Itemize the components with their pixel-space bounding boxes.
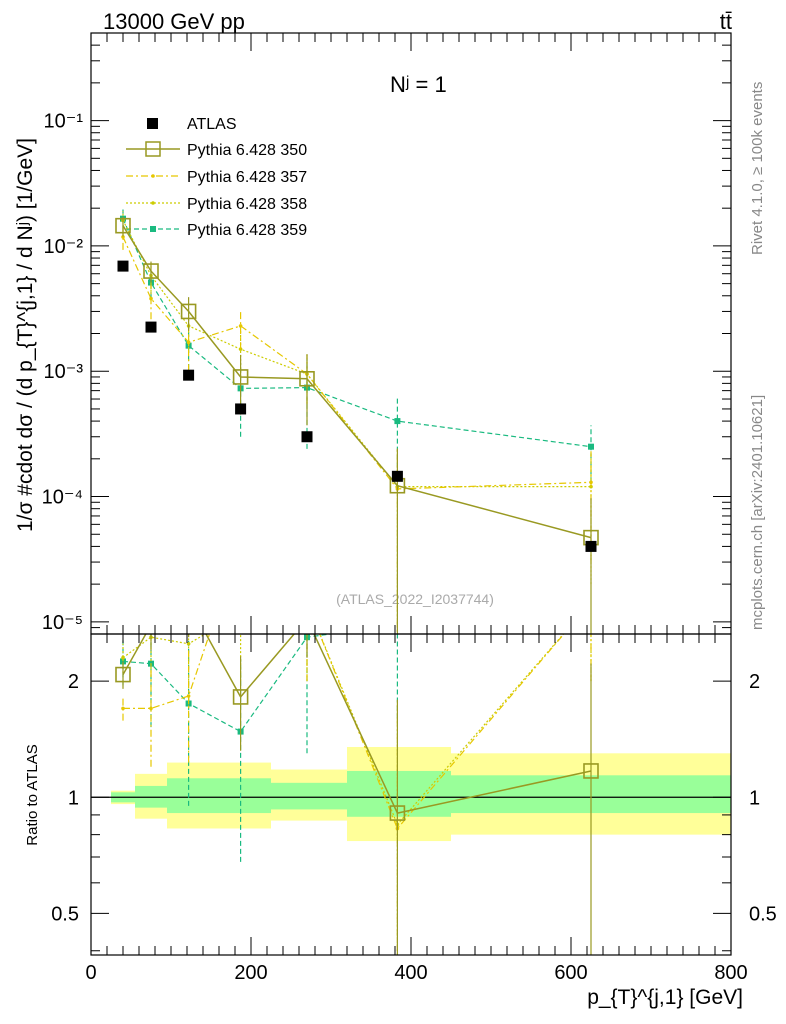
- main-y-tick-label: 10⁻⁵: [42, 612, 83, 634]
- ratio-y-tick-label: 0.5: [51, 903, 79, 925]
- atlas-data-point: [585, 540, 597, 552]
- atlas-data-point: [145, 321, 157, 333]
- series-357-line: [122, 236, 592, 490]
- main-y-tick-label: 10⁻⁴: [42, 487, 83, 509]
- legend-label-350: Pythia 6.428 350: [187, 142, 307, 159]
- x-tick-label: 600: [554, 962, 587, 984]
- ratio-series-357-point: [186, 694, 191, 698]
- ratio-series-357-point: [305, 601, 309, 605]
- ratio-series-358-point: [305, 601, 309, 605]
- main-y-tick-label: 10⁻²: [44, 236, 84, 258]
- ratio-y-axis-title: Ratio to ATLAS: [24, 744, 41, 845]
- series-357-point: [149, 296, 153, 301]
- ratio-series-350-point: [300, 612, 314, 626]
- ratio-y-tick-label: 1: [68, 787, 79, 809]
- ratio-y-tick-label-right: 0.5: [749, 903, 777, 925]
- atlas-data-point: [117, 260, 129, 272]
- uncertainty-band-green: [271, 782, 347, 810]
- series-350-line: [122, 225, 592, 539]
- legend-label-359: Pythia 6.428 359: [187, 222, 307, 239]
- x-tick-label: 400: [394, 962, 427, 984]
- legend-marker-358: [151, 201, 155, 205]
- legend-atlas-marker: [147, 118, 158, 129]
- uncertainty-band-green: [347, 770, 451, 817]
- ratio-y-tick-label-right: 1: [749, 787, 760, 809]
- series-357-point: [121, 235, 125, 239]
- legend-marker-357: [151, 174, 155, 178]
- ratio-series-358-point: [121, 655, 125, 660]
- ratio-series-358-point: [239, 611, 243, 615]
- main-panel-content: [115, 209, 599, 634]
- ratio-series-350-point: [232, 689, 249, 705]
- ratio-series-350-point: [583, 763, 599, 779]
- series-359-point: [588, 443, 594, 450]
- atlas-data-point: [301, 431, 313, 443]
- uncertainty-band-green: [167, 778, 271, 814]
- series-357-point: [238, 324, 243, 328]
- series-350-point: [299, 371, 315, 387]
- ratio-series-357-point: [121, 706, 125, 711]
- rivet-version-label: Rivet 4.1.0, ≥ 100k events: [749, 82, 766, 255]
- legend-marker-359: [150, 226, 156, 232]
- x-tick-label: 0: [85, 962, 96, 984]
- header-energy-label: 13000 GeV pp: [103, 9, 245, 34]
- jet-multiplicity-label: Nʲ = 1: [390, 72, 447, 97]
- mcplots-credit-label: mcplots.cern.ch [arXiv:2401.10621]: [749, 395, 766, 630]
- series-359-point: [394, 418, 401, 425]
- ratio-series-350-point: [115, 666, 131, 683]
- series-350-point: [143, 263, 159, 279]
- ratio-y-tick-label-right: 2: [749, 671, 760, 693]
- series-350-point: [180, 303, 197, 320]
- legend-label-atlas: ATLAS: [187, 116, 237, 133]
- x-tick-label: 800: [714, 962, 747, 984]
- analysis-id-watermark: (ATLAS_2022_I2037744): [336, 591, 494, 607]
- legend-label-357: Pythia 6.428 357: [187, 169, 307, 186]
- main-y-tick-label: 10⁻³: [44, 361, 84, 383]
- legend-label-358: Pythia 6.428 358: [187, 196, 307, 213]
- main-y-axis-title: 1/σ #cdot dσ / (d p_{T}^{j,1} / d Nʲ) [1…: [14, 138, 37, 532]
- axes-and-ticks: 10⁻¹ 10⁻² 10⁻³ 10⁻⁴ 10⁻⁵ 0.5 0.5 1 1 2 2 0 200 400 600…: [42, 32, 777, 984]
- series-350-point: [232, 369, 249, 385]
- series-357-point: [589, 480, 593, 485]
- legend-marker-350: [145, 141, 161, 157]
- series-357-point: [186, 340, 191, 345]
- atlas-data-point: [391, 470, 403, 482]
- ratio-y-tick-label: 2: [68, 671, 79, 693]
- atlas-data-point: [183, 369, 195, 381]
- series-358-line: [122, 220, 591, 488]
- main-y-tick-label: 10⁻¹: [44, 111, 84, 133]
- ratio-series-359-line: [122, 634, 335, 733]
- ratio-series-350-point: [144, 618, 158, 632]
- header-process-label: tt̄: [720, 9, 732, 34]
- series-359-line: [122, 218, 592, 448]
- ratio-series-357-point: [239, 540, 243, 544]
- ratio-series-357-point: [149, 706, 153, 711]
- ratio-panel-content: [91, 540, 731, 955]
- legend: ATLAS Pythia 6.428 350 Pythia 6.428 357 …: [126, 116, 307, 239]
- series-350-point: [115, 217, 131, 234]
- x-tick-label: 200: [234, 962, 267, 984]
- ratio-series-350-point: [182, 595, 196, 609]
- ratio-series-358-point: [186, 641, 191, 646]
- ratio-series-350-point: [389, 805, 406, 821]
- atlas-data-point: [235, 403, 247, 415]
- x-axis-title: p_{T}^{j,1} [GeV]: [587, 986, 743, 1009]
